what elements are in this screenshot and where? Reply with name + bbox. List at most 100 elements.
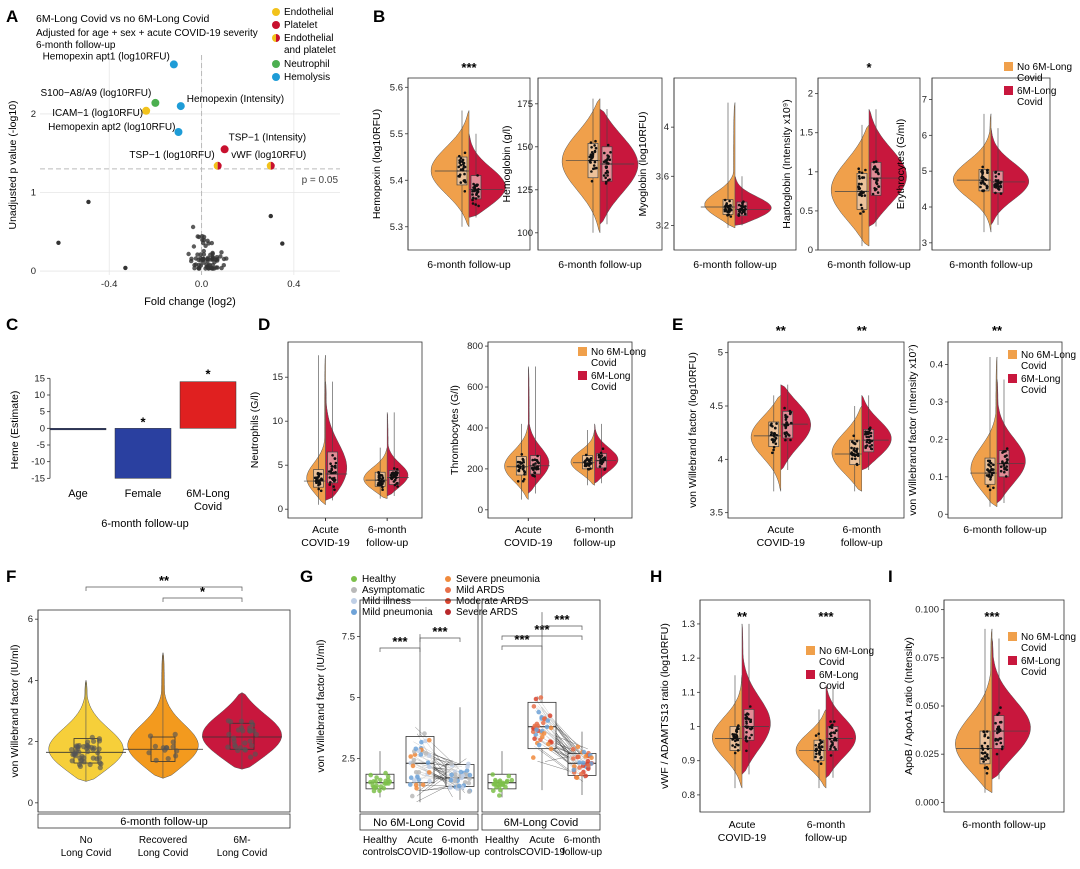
data-point	[393, 478, 397, 482]
data-point	[996, 180, 999, 184]
point-label: Hemopexin apt2 (log10RFU)	[48, 122, 175, 133]
split-violin	[955, 628, 1031, 793]
data-point	[589, 459, 592, 462]
y-tick-label: 10	[34, 390, 45, 401]
legend-swatch-no-long-covid	[1004, 62, 1013, 71]
data-point	[453, 772, 458, 777]
data-point	[226, 731, 232, 737]
data-point	[609, 151, 612, 154]
data-point	[729, 215, 733, 218]
data-point	[215, 265, 220, 270]
data-point	[728, 199, 731, 203]
data-point	[772, 445, 776, 449]
data-point	[391, 471, 395, 475]
data-point	[201, 248, 206, 254]
y-axis: 100 125 150 175	[517, 78, 539, 250]
x-category-label: 6-month follow-up	[558, 259, 642, 271]
data-point	[208, 252, 213, 257]
data-point	[91, 738, 97, 744]
legend-swatch	[351, 598, 357, 604]
x-category-label: Age	[68, 488, 88, 500]
data-point	[209, 240, 214, 246]
data-point	[864, 430, 867, 434]
violin	[46, 680, 126, 782]
violin-half-no-long-covid	[711, 675, 743, 789]
y-tick-label: 4	[664, 122, 669, 133]
y-axis-title: Neutrophils (G/l)	[249, 392, 261, 468]
data-point	[147, 733, 154, 739]
data-point	[586, 462, 590, 466]
split-violin	[830, 109, 907, 247]
plot-frame	[699, 599, 871, 813]
data-point	[998, 729, 1002, 732]
data-point	[379, 473, 382, 477]
data-point	[314, 476, 317, 480]
y-tick-label: 4	[922, 202, 927, 213]
legend-label: Asymptomatic	[362, 585, 425, 596]
data-point	[492, 781, 498, 787]
y-tick-label: 1	[808, 167, 813, 178]
data-point	[393, 467, 396, 470]
bar	[114, 428, 172, 479]
data-point	[423, 738, 428, 744]
data-point	[579, 771, 584, 777]
data-point	[983, 733, 987, 736]
data-point	[872, 160, 876, 164]
data-point	[608, 158, 612, 161]
facet-label: 6M-Long Covid	[504, 817, 579, 829]
split-violin	[504, 366, 550, 500]
y-tick-label: 125	[517, 185, 533, 196]
data-point	[732, 735, 736, 738]
data-point	[523, 473, 526, 476]
data-point	[588, 160, 592, 164]
data-point	[69, 758, 75, 764]
x-category-label: Long Covid	[138, 848, 189, 859]
comparison-bracket	[501, 645, 543, 650]
data-point	[999, 741, 1003, 745]
data-point	[225, 744, 231, 750]
data-point	[477, 204, 480, 208]
data-point	[744, 717, 748, 721]
data-point	[986, 753, 989, 756]
data-point	[574, 775, 580, 780]
data-point	[458, 175, 461, 178]
data-point	[996, 713, 999, 716]
data-point	[198, 252, 203, 257]
data-point	[741, 202, 744, 206]
violin-half-long-covid	[825, 685, 856, 778]
data-point	[995, 752, 999, 756]
x-category-label: COVID-19	[718, 832, 767, 844]
data-point	[463, 190, 467, 193]
legend-label: Endothelial	[284, 33, 333, 44]
data-point	[748, 736, 751, 740]
violin-half-no-long-covid	[430, 110, 470, 228]
y-tick-label: 0	[278, 504, 283, 515]
panel-letter-D: D	[258, 315, 270, 334]
data-point	[742, 200, 745, 203]
data-point	[242, 740, 248, 746]
data-point	[459, 163, 463, 167]
data-point	[855, 462, 859, 466]
data-point	[85, 743, 91, 749]
data-point	[859, 212, 862, 215]
plot-frame	[481, 599, 601, 813]
data-point	[146, 750, 152, 756]
data-point	[466, 789, 472, 794]
data-point	[771, 438, 774, 441]
data-point	[383, 770, 388, 776]
data-point	[871, 192, 875, 196]
data-point	[531, 704, 537, 709]
y-tick-label: 0.9	[682, 756, 695, 767]
x-category-label: 6-month	[575, 524, 614, 536]
data-point	[770, 422, 773, 426]
data-point	[607, 162, 610, 165]
data-point	[491, 788, 496, 794]
x-category-label: 6-month follow-up	[427, 259, 511, 271]
data-point	[815, 752, 818, 756]
significance-label: *	[866, 60, 872, 75]
data-point	[193, 256, 199, 261]
data-point	[606, 174, 609, 177]
data-point	[598, 465, 602, 468]
data-point	[745, 735, 748, 738]
